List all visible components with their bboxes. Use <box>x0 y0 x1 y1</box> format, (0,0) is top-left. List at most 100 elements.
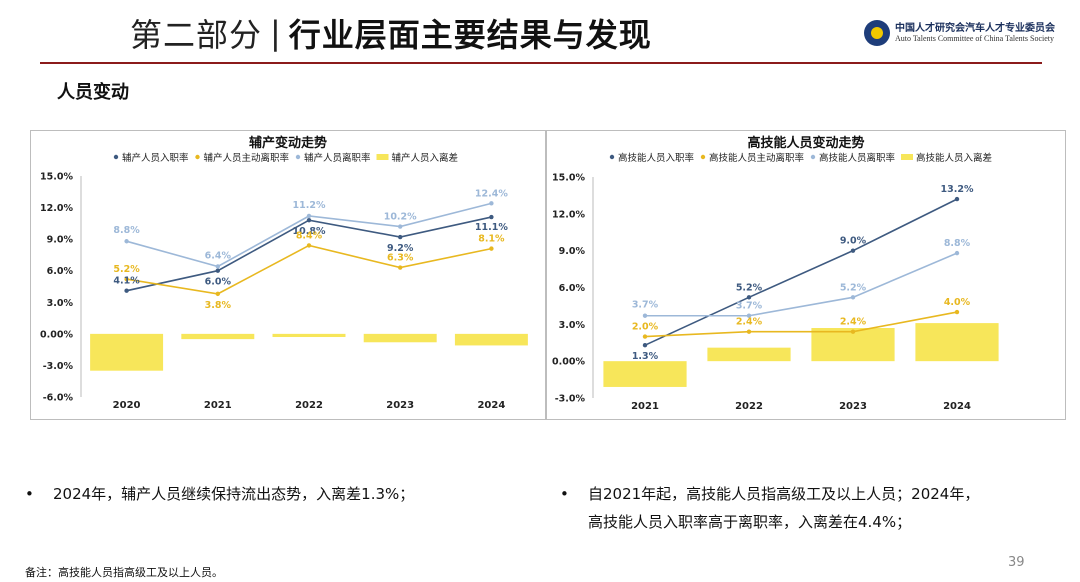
series-point <box>642 334 648 339</box>
data-label: 3.8% <box>205 300 232 311</box>
data-label: 2.4% <box>840 317 867 328</box>
bullet-right: • 自2021年起，高技能人员指高级工及以上人员；2024年， 高技能人员入职率… <box>560 480 980 536</box>
y-tick-label: 12.0% <box>552 209 585 220</box>
title-rule <box>40 62 1042 64</box>
data-label: 4.0% <box>944 297 971 308</box>
data-label: 2.0% <box>632 322 659 333</box>
series-point <box>954 196 960 202</box>
series-point <box>642 313 648 318</box>
series-point <box>215 291 220 297</box>
x-tick-label: 2023 <box>386 400 414 411</box>
series-point <box>398 265 403 270</box>
series-point <box>215 264 220 269</box>
series-point <box>124 276 129 282</box>
bullet-left: • 2024年，辅产人员继续保持流出态势，入离差1.3%； <box>25 480 415 508</box>
legend-swatch <box>810 154 816 160</box>
series-point <box>124 239 129 244</box>
org-logo: 中国人才研究会汽车人才专业委员会 Auto Talents Committee … <box>864 20 1055 46</box>
series-line <box>644 198 958 346</box>
logo-en-text: Auto Talents Committee of China Talents … <box>895 34 1055 44</box>
bullet-marker: • <box>25 485 34 503</box>
series-point <box>306 243 312 248</box>
data-label: 1.3% <box>632 351 659 362</box>
data-label: 10.8% <box>293 226 326 237</box>
data-label: 6.0% <box>205 277 232 288</box>
y-tick-label: 9.0% <box>559 246 586 257</box>
legend-label: 辅产人员入离差 <box>392 152 459 164</box>
series-point <box>850 248 856 253</box>
y-tick-label: 6.0% <box>559 283 586 294</box>
chart-panel-highskill: 高技能人员变动走势 高技能人员入职率 高技能人员主动离职率 高技能人员离职率 高技能人员… <box>546 130 1066 420</box>
legend-label: 辅产人员入职率 <box>122 152 189 164</box>
data-label: 3.7% <box>736 301 763 312</box>
legend-swatch <box>901 154 913 160</box>
series-point <box>398 224 403 229</box>
x-tick-label: 2022 <box>295 400 323 411</box>
bullet-right-line2: 高技能人员入职率高于离职率，入离差在4.4%； <box>588 513 912 531</box>
series-point <box>398 234 403 240</box>
chart-title: 高技能人员变动走势 <box>747 135 864 151</box>
logo-emblem-icon <box>864 20 890 46</box>
net-bar <box>272 333 346 338</box>
legend-swatch <box>195 154 200 160</box>
x-tick-label: 2023 <box>839 401 867 412</box>
series-point <box>489 214 494 220</box>
net-bar <box>363 333 437 343</box>
legend-swatch <box>376 154 389 160</box>
data-label: 8.1% <box>478 234 505 245</box>
data-label: 8.8% <box>113 225 140 236</box>
section-title: 人员变动 <box>57 82 129 103</box>
data-label: 2.4% <box>736 317 763 328</box>
data-label: 5.2% <box>736 282 763 293</box>
y-tick-label: 0.00% <box>552 357 585 368</box>
y-tick-label: 3.0% <box>47 298 74 309</box>
net-bar <box>915 323 999 362</box>
y-tick-label: -6.0% <box>43 393 74 404</box>
x-tick-label: 2020 <box>113 400 141 411</box>
series-line <box>644 311 958 338</box>
legend-label: 高技能人员入离差 <box>916 152 992 164</box>
title-separator: | <box>270 14 281 52</box>
bullet-marker: • <box>560 485 569 503</box>
net-bar <box>90 333 164 371</box>
series-point <box>746 329 752 334</box>
legend-label: 高技能人员离职率 <box>819 152 896 164</box>
series-point <box>746 313 752 318</box>
part-label: 第二部分 <box>130 16 263 54</box>
data-label: 11.2% <box>293 200 326 211</box>
y-tick-label: 15.0% <box>552 173 585 184</box>
data-label: 6.3% <box>387 253 414 264</box>
series-point <box>954 309 960 315</box>
page-title: 第二部分 | 行业层面主要结果与发现 <box>130 8 652 58</box>
data-label: 6.4% <box>205 251 232 262</box>
legend-label: 高技能人员入职率 <box>618 152 695 164</box>
series-point <box>306 218 312 223</box>
chart-title: 辅产变动走势 <box>249 135 327 151</box>
footnote: 备注：高技能人员指高级工及以上人员。 <box>25 566 223 579</box>
series-point <box>850 295 856 300</box>
y-tick-label: 0.00% <box>40 329 73 340</box>
bullet-left-text: 2024年，辅产人员继续保持流出态势，入离差1.3%； <box>53 485 415 503</box>
bullet-right-line1: 自2021年起，高技能人员指高级工及以上人员；2024年， <box>588 485 980 503</box>
series-point <box>954 250 960 256</box>
data-label: 9.0% <box>840 236 867 247</box>
data-label: 9.2% <box>387 243 414 254</box>
series-point <box>746 295 752 300</box>
page-number: 39 <box>1008 555 1025 570</box>
legend-label: 辅产人员离职率 <box>304 152 371 164</box>
y-tick-label: 6.0% <box>47 266 74 277</box>
net-bar <box>707 347 791 362</box>
series-point <box>306 213 312 219</box>
y-tick-label: -3.0% <box>555 394 586 405</box>
data-label: 3.7% <box>632 300 659 311</box>
data-label: 5.2% <box>113 264 140 275</box>
data-label: 12.4% <box>475 188 508 199</box>
x-tick-label: 2024 <box>477 400 505 411</box>
legend-swatch <box>295 154 301 160</box>
series-point <box>215 268 220 273</box>
series-point <box>124 288 129 293</box>
y-tick-label: 15.0% <box>40 172 73 183</box>
title-main: 行业层面主要结果与发现 <box>288 16 652 54</box>
y-tick-label: 12.0% <box>40 203 73 214</box>
net-bar <box>454 333 528 346</box>
